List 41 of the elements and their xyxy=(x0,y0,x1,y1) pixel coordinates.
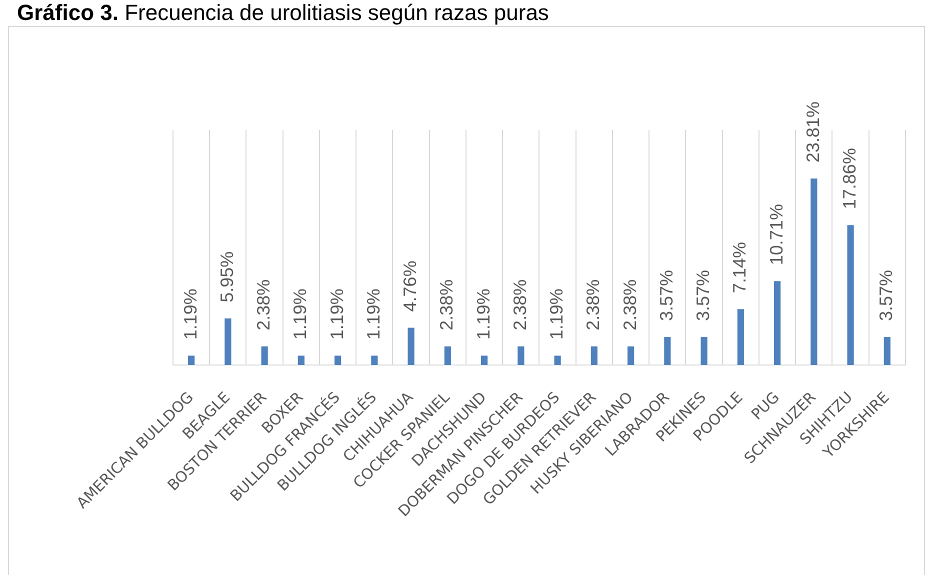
data-label: 3.57% xyxy=(876,270,896,322)
data-label: 1.19% xyxy=(546,288,567,340)
data-label: 3.57% xyxy=(693,270,714,322)
bar xyxy=(371,356,378,365)
bar xyxy=(334,356,342,365)
bar xyxy=(408,328,414,365)
bar xyxy=(847,225,854,365)
bar xyxy=(774,281,781,365)
data-label: 1.19% xyxy=(290,288,310,340)
bar xyxy=(188,356,195,365)
bar xyxy=(628,346,634,365)
bar xyxy=(590,346,598,365)
bar xyxy=(298,356,304,365)
bar xyxy=(884,337,890,365)
data-label: 5.95% xyxy=(216,251,237,302)
bar xyxy=(554,356,561,365)
bar xyxy=(518,346,524,365)
data-label: 23.81% xyxy=(802,101,823,162)
bar xyxy=(737,309,744,365)
data-label: 4.76% xyxy=(400,260,420,312)
data-label: 1.19% xyxy=(473,288,494,340)
data-label: 2.38% xyxy=(510,279,530,330)
data-label: 1.19% xyxy=(326,288,347,340)
bar xyxy=(444,346,451,365)
bar xyxy=(261,346,268,365)
data-label: 10.71% xyxy=(766,204,786,266)
chart-title: Gráfico 3. Frecuencia de urolitiasis según razas puras xyxy=(17,0,549,25)
bar xyxy=(700,337,708,365)
data-label: 1.19% xyxy=(363,288,384,340)
data-label: 1.19% xyxy=(180,288,200,340)
data-label: 7.14% xyxy=(730,242,750,294)
data-label: 2.38% xyxy=(583,279,604,330)
data-label: 17.86% xyxy=(840,148,860,210)
bar xyxy=(481,356,488,365)
data-label: 3.57% xyxy=(656,270,676,322)
data-label: 2.38% xyxy=(620,279,640,330)
bar xyxy=(810,178,818,365)
data-label: 2.38% xyxy=(254,279,274,330)
data-label: 2.38% xyxy=(436,279,457,330)
bar xyxy=(224,318,232,365)
bar xyxy=(664,337,671,365)
